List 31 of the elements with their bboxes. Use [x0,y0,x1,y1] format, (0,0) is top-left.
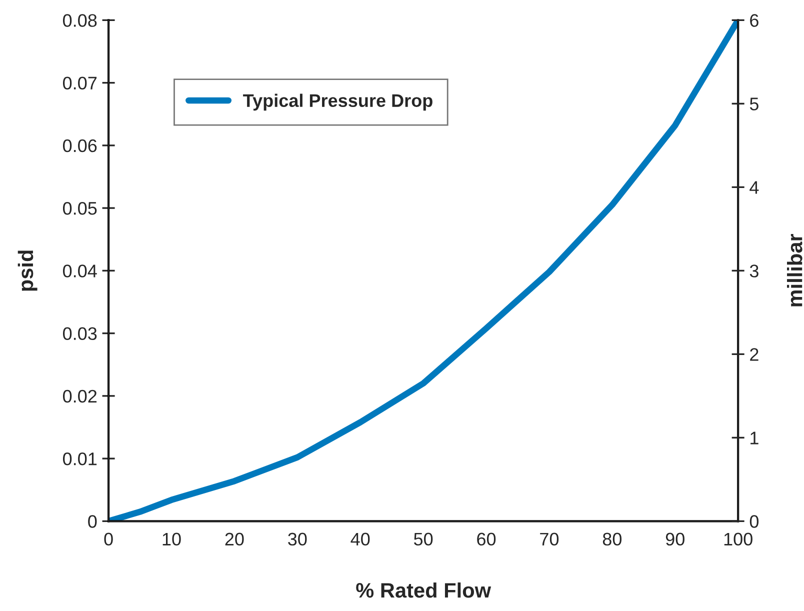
y-tick-label: 0.08 [62,14,97,27]
x-tick-label: 70 [540,532,559,546]
y-tick-label: 0.03 [62,327,97,340]
x-tick-label: 40 [350,532,370,546]
y-tick-label: 0 [88,515,97,528]
x-tick-label: 100 [724,532,752,546]
y-tick-label: 0.01 [62,452,97,466]
x-tick-label: 90 [666,532,684,546]
y-axis-title: psid [18,250,38,291]
y2-tick-label: 4 [750,181,759,194]
y2-tick-label: 5 [750,98,758,110]
x-axis-title: % Rated Flow [356,582,492,598]
x-tick-label: 0 [104,532,113,546]
y-tick-label: 0.06 [62,139,97,152]
y2-tick-label: 0 [750,515,759,528]
y-tick-label: 0.05 [62,202,97,215]
y2-tick-label: 6 [750,14,758,27]
x-tick-label: 20 [225,532,244,546]
x-tick-label: 50 [414,532,433,546]
x-tick-label: 30 [288,532,307,546]
y-tick-label: 0.07 [62,76,97,90]
x-tick-label: 60 [477,532,496,546]
y-tick-label: 0.04 [62,264,97,278]
y2-tick-label: 2 [750,348,758,361]
x-tick-label: 10 [162,532,181,546]
legend-label: Typical Pressure Drop [243,94,432,111]
y2-axis-title: millibar [787,234,802,306]
y2-tick-label: 3 [750,264,758,278]
y2-tick-label: 1 [750,432,758,444]
y-tick-label: 0.02 [62,390,97,403]
x-tick-label: 80 [602,532,622,546]
